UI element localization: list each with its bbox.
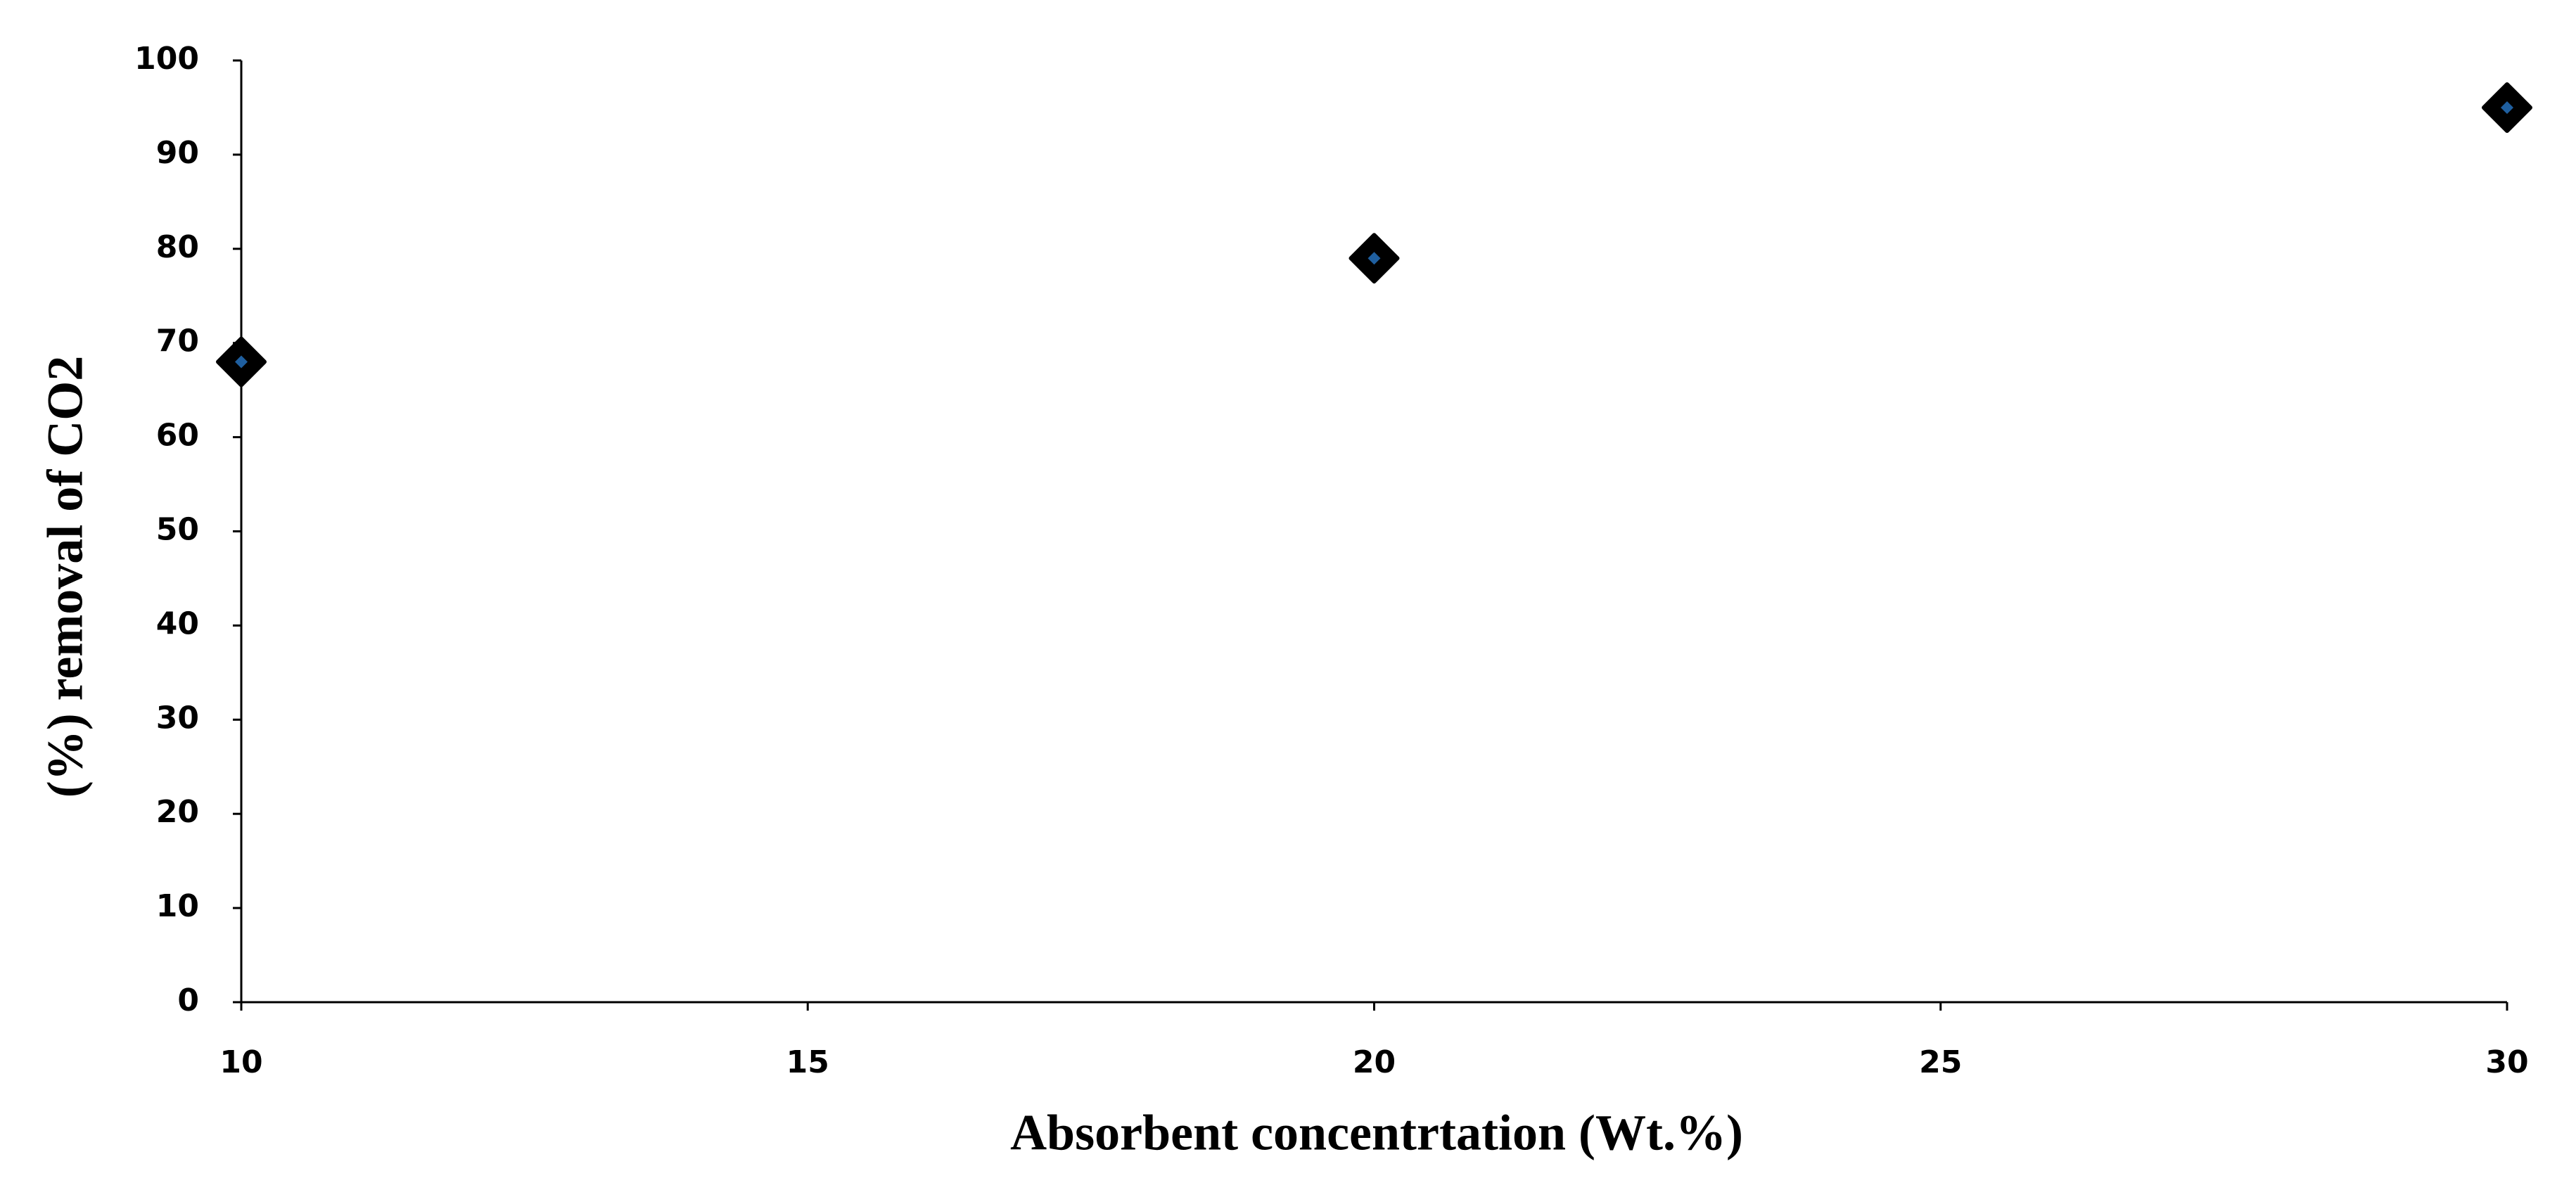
x-tick-label: 10 [219, 1044, 262, 1080]
data-point [1348, 233, 1400, 284]
x-tick-label: 20 [1353, 1044, 1396, 1080]
marker-inner [235, 355, 248, 369]
marker-inner [2501, 101, 2513, 114]
x-tick-label: 30 [2485, 1044, 2528, 1080]
y-tick-label: 70 [156, 324, 199, 359]
x-tick-label: 25 [1919, 1044, 1962, 1080]
y-tick-label: 10 [156, 888, 199, 924]
y-tick-label: 60 [156, 418, 199, 454]
y-tick-label: 40 [156, 606, 199, 641]
y-tick-label: 20 [156, 794, 199, 830]
x-tick-label: 15 [786, 1044, 829, 1080]
data-point [216, 336, 267, 388]
y-axis-title: (%) removal of CO2 [37, 356, 94, 798]
y-tick-label: 0 [177, 982, 199, 1018]
x-axis-title: Absorbent concentrtation (Wt.%) [1010, 1105, 1743, 1161]
y-tick-label: 90 [156, 135, 199, 171]
y-tick-label: 80 [156, 229, 199, 265]
data-point [2482, 82, 2532, 133]
y-tick-label: 30 [156, 700, 199, 736]
marker-inner [1367, 252, 1381, 265]
y-tick-label: 50 [156, 512, 199, 548]
y-tick-label: 100 [134, 41, 199, 77]
